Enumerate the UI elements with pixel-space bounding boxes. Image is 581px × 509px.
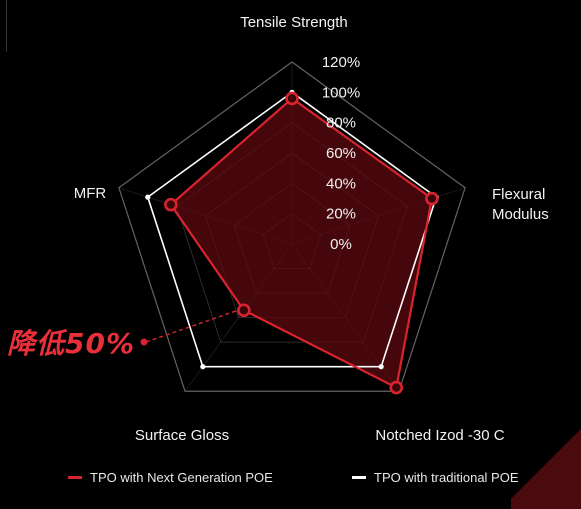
point-next-gen-3: [237, 303, 251, 318]
legend-label-next-gen: TPO with Next Generation POE: [90, 470, 273, 485]
axis-label-surface-gloss: Surface Gloss: [135, 427, 229, 444]
corner-mark: [0, 0, 7, 52]
grid-ring-120: [118, 61, 466, 392]
series-next-gen-area: [170, 98, 432, 388]
legend-swatch-red: [68, 476, 82, 479]
point-next-gen-4: [164, 197, 178, 212]
legend-label-traditional: TPO with traditional POE: [374, 470, 519, 485]
legend-item-traditional: TPO with traditional POE: [352, 470, 519, 485]
legend-swatch-white: [352, 476, 366, 479]
tick-label-20: 20%: [326, 206, 356, 223]
legend-item-next-gen: TPO with Next Generation POE: [68, 470, 273, 485]
annotation-dot: [140, 338, 148, 346]
axis-label-flexural: Flexural: [492, 186, 545, 203]
axis-label-tensile-strength: Tensile Strength: [240, 14, 348, 31]
axis-label-modulus: Modulus: [492, 206, 549, 223]
point-traditional-4: [145, 194, 151, 200]
axis-label-notched-izod: Notched Izod -30 C: [375, 427, 504, 444]
point-traditional-3: [200, 364, 206, 370]
point-next-gen-0: [285, 91, 299, 106]
series-next-gen-line: [169, 96, 434, 390]
tick-label-40: 40%: [326, 175, 356, 192]
series-traditional-line: [146, 91, 438, 368]
reduction-callout: 降低50%: [7, 327, 136, 360]
point-traditional-2: [378, 364, 384, 370]
axis-label-mfr: MFR: [74, 185, 107, 202]
point-next-gen-1: [425, 191, 439, 206]
corner-decoration: [511, 419, 581, 509]
tick-label-100: 100%: [322, 84, 360, 101]
tick-label-60: 60%: [326, 145, 356, 162]
tick-label-0: 0%: [330, 236, 352, 253]
point-next-gen-2: [389, 380, 404, 395]
tick-label-120: 120%: [322, 54, 360, 71]
annotation-leader-line: [145, 309, 239, 343]
tick-label-80: 80%: [326, 115, 356, 132]
